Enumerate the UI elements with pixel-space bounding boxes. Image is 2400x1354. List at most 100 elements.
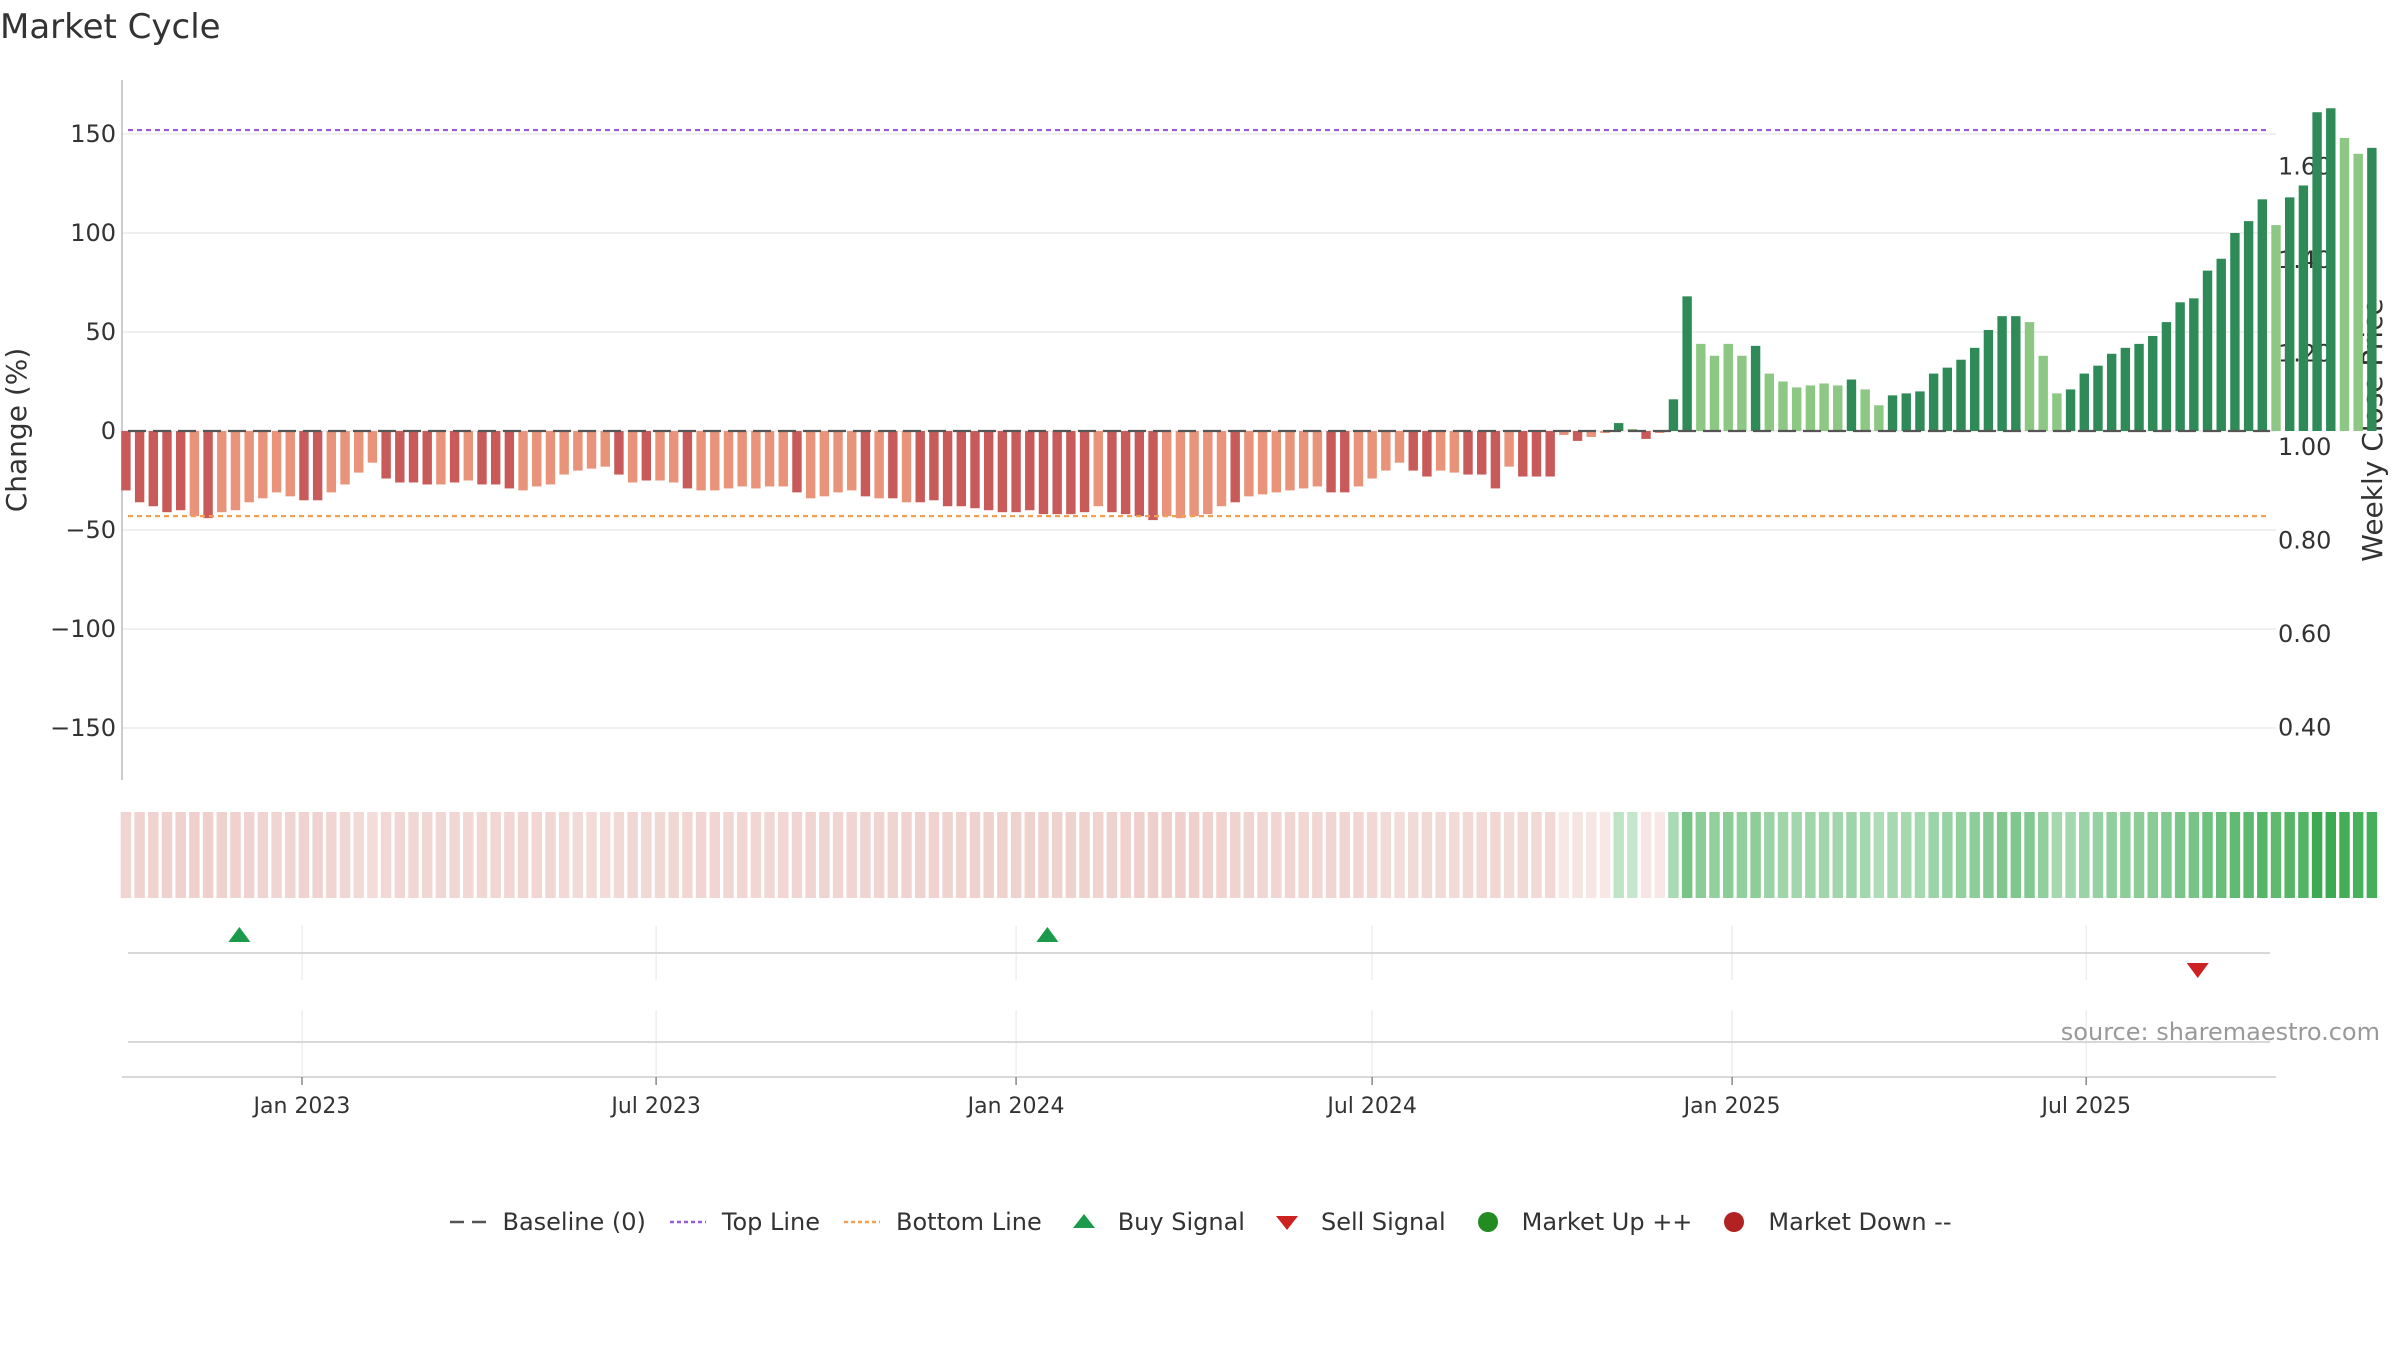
- x-tick-label: Jul 2023: [609, 1094, 701, 1119]
- heat-cell: [956, 812, 967, 898]
- heat-cell: [367, 812, 378, 898]
- legend-swatch-baseline: [450, 1220, 487, 1224]
- cycle-bar: [860, 431, 871, 497]
- heat-cell: [1010, 812, 1022, 898]
- heat-cell: [1983, 812, 1994, 898]
- heat-cell: [1106, 812, 1118, 898]
- heat-cell: [1408, 812, 1419, 898]
- cycle-bar: [929, 431, 939, 501]
- heat-cell: [1599, 812, 1611, 898]
- cycle-bar: [244, 431, 254, 503]
- heat-cell: [1914, 812, 1926, 898]
- cycle-bar: [2230, 233, 2240, 431]
- heat-cell: [682, 812, 693, 898]
- cycle-bar: [2216, 258, 2226, 431]
- buy-signal-marker: [1036, 927, 1059, 942]
- heat-cell: [1544, 812, 1556, 898]
- cycle-bar: [408, 431, 419, 483]
- heat-cell: [2366, 812, 2378, 898]
- heat-cell: [298, 812, 310, 898]
- heat-cell: [1421, 812, 1433, 898]
- heat-cell: [1517, 812, 1529, 898]
- cycle-bar: [2024, 322, 2035, 431]
- cycle-bar: [1490, 431, 1501, 489]
- heat-cell: [586, 812, 597, 898]
- heat-cell: [1722, 812, 1734, 898]
- heat-cell: [1736, 812, 1748, 898]
- cycle-bar: [1983, 330, 1994, 431]
- cycle-bar: [1531, 431, 1542, 477]
- legend-label: Market Down --: [1768, 1208, 1952, 1236]
- heat-cell: [271, 812, 282, 898]
- legend-item-up: Market Up ++: [1468, 1208, 1692, 1236]
- cycle-bar: [1572, 431, 1583, 441]
- cycle-bar: [1079, 431, 1090, 513]
- cycle-bar: [1353, 431, 1364, 487]
- chart-title: Market Cycle: [0, 7, 221, 47]
- legend-swatch-buy: [1072, 1214, 1095, 1228]
- cycle-bar: [1545, 431, 1555, 477]
- heat-cell: [1668, 812, 1679, 898]
- cycle-bar: [1340, 431, 1350, 493]
- heat-cell: [1490, 812, 1501, 898]
- heat-cell: [2284, 812, 2295, 898]
- sell-signal-marker: [2186, 963, 2209, 978]
- cycle-bar: [436, 431, 446, 485]
- x-tick-label: Jan 2024: [966, 1094, 1065, 1119]
- heat-cell: [1298, 812, 1309, 898]
- heat-cell: [2010, 812, 2022, 898]
- cycle-bar: [1477, 431, 1487, 475]
- cycle-bar: [354, 431, 364, 473]
- heat-cell: [736, 812, 748, 898]
- heat-cell: [1462, 812, 1474, 898]
- cycle-bar: [970, 431, 980, 509]
- cycle-bar: [600, 431, 610, 467]
- heat-cell: [654, 812, 666, 898]
- heat-cell: [1284, 812, 1296, 898]
- heat-cell: [1777, 812, 1789, 898]
- heat-cell: [1928, 812, 1939, 898]
- heat-cell: [2037, 812, 2049, 898]
- cycle-bar: [1764, 373, 1774, 431]
- heat-cell: [723, 812, 734, 898]
- y-tick-label: 0: [101, 417, 116, 445]
- cycle-bar: [299, 431, 309, 501]
- cycle-bar: [2148, 335, 2158, 431]
- chart-legend: Baseline (0) Top Line Bottom Line Buy Signa…: [0, 1208, 2400, 1236]
- heat-cell: [2243, 812, 2254, 898]
- cycle-bar: [1298, 431, 1309, 489]
- legend-item-buy: Buy Signal: [1064, 1208, 1245, 1236]
- cycle-bar: [1668, 399, 1679, 431]
- heat-cell: [2051, 812, 2063, 898]
- cycle-bar: [2052, 393, 2062, 431]
- legend-item-down: Market Down --: [1714, 1208, 1952, 1236]
- cycle-bar: [874, 431, 884, 499]
- heat-cell: [2092, 812, 2104, 898]
- heat-cell: [1120, 812, 1131, 898]
- cycle-bar: [1162, 431, 1172, 517]
- cycle-bar: [230, 431, 241, 511]
- heat-cell: [832, 812, 844, 898]
- heat-cell: [627, 812, 638, 898]
- heat-cell: [1805, 812, 1816, 898]
- heat-cell: [2257, 812, 2268, 898]
- heat-cell: [531, 812, 542, 898]
- heat-cell: [175, 812, 186, 898]
- cycle-bar: [1723, 343, 1733, 431]
- heat-cell: [353, 812, 364, 898]
- cycle-bar: [2093, 365, 2103, 431]
- cycle-bar: [449, 431, 460, 483]
- cycle-bar: [2106, 353, 2117, 431]
- heat-cell: [326, 812, 337, 898]
- heat-cell: [1147, 812, 1159, 898]
- y2-tick-label: 0.40: [2278, 714, 2331, 742]
- cycle-bar: [381, 431, 391, 479]
- cycle-bar: [490, 431, 501, 485]
- heat-cell: [1202, 812, 1214, 898]
- cycle-bar: [1942, 367, 1953, 431]
- cycle-bar: [1285, 431, 1295, 491]
- cycle-bar: [559, 431, 569, 475]
- cycle-bar: [1709, 355, 1720, 431]
- cycle-bar: [2202, 270, 2213, 431]
- cycle-bar: [2271, 225, 2281, 431]
